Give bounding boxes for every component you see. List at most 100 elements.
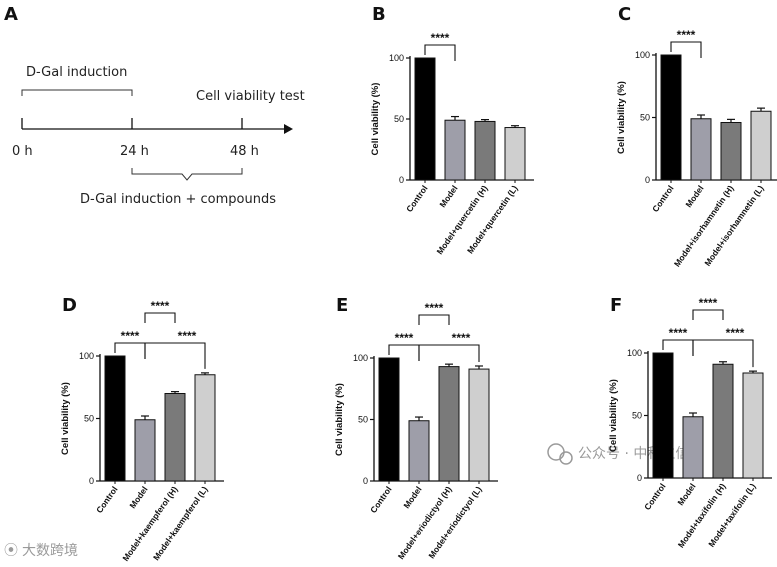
- y-tick-label-c: 100: [635, 50, 650, 60]
- bar-c-3: [750, 110, 772, 181]
- bar-b-1: [444, 119, 466, 181]
- category-label-d-3: Model+kaempferol (L): [151, 484, 210, 562]
- category-label-d-0: Control: [94, 484, 120, 514]
- category-label-d-1: Model: [127, 484, 149, 510]
- category-label-f-1: Model: [675, 481, 697, 507]
- category-label-c-3: Model+isorhamnetin (L): [702, 183, 765, 268]
- panel-label-a: A: [4, 4, 18, 25]
- panel-label-c: C: [618, 4, 631, 25]
- significance-bracket-f-1: [692, 339, 754, 368]
- category-label-d-2: Model+kaempferol (H): [120, 484, 179, 563]
- category-label-b-0: Control: [404, 183, 430, 213]
- bar-b-2: [474, 120, 496, 181]
- bar-d-0: [104, 355, 126, 482]
- bar-d-3: [194, 374, 216, 482]
- significance-bracket-b-0: [424, 44, 456, 61]
- y-tick-label-e: 50: [358, 415, 368, 425]
- wechat-icon-small: [559, 451, 573, 465]
- significance-label-d-1: ****: [178, 329, 197, 343]
- chart-panel-d: D Cell viability (%) 0 50 100 Control ModelMod…: [60, 295, 224, 563]
- y-tick-label-c: 0: [645, 175, 650, 185]
- significance-label-d-0: ****: [121, 329, 140, 343]
- bar-d-1: [134, 419, 156, 482]
- bar-b-3: [504, 127, 526, 181]
- bar-f-0: [652, 352, 674, 479]
- panel-label-d: D: [62, 295, 77, 316]
- category-label-e-3: Model+eriodictyol (L): [426, 484, 483, 560]
- combo-bracket: [131, 168, 243, 181]
- y-tick-label-b: 0: [399, 175, 404, 185]
- wechat-icon: [547, 443, 565, 461]
- significance-label-b-0: ****: [431, 31, 450, 45]
- panel-label-b: B: [372, 4, 386, 25]
- category-label-c-0: Control: [650, 183, 676, 213]
- significance-label-f-0: ****: [669, 326, 688, 340]
- y-axis-label-d: Cell viability (%): [60, 382, 71, 455]
- significance-label-d-2: ****: [151, 299, 170, 313]
- significance-bracket-e-2: [418, 314, 450, 325]
- time-24h: 24 h: [120, 144, 149, 159]
- bar-e-1: [408, 420, 430, 482]
- y-tick-label-d: 50: [84, 414, 94, 424]
- timeline-panel: A D-Gal induction Cell viability test 0 …: [4, 4, 305, 207]
- watermark-left-logo: ⦿: [4, 543, 18, 559]
- induction-bracket: [21, 89, 133, 96]
- y-tick-label-f: 50: [632, 411, 642, 421]
- y-tick-label-f: 100: [627, 348, 642, 358]
- significance-bracket-d-1: [144, 342, 206, 369]
- combo-label: D-Gal induction + compounds: [80, 192, 276, 207]
- y-tick-label-d: 0: [89, 476, 94, 486]
- significance-label-e-0: ****: [395, 331, 414, 345]
- significance-label-f-1: ****: [726, 326, 745, 340]
- significance-bracket-f-2: [692, 309, 724, 320]
- y-tick-label-b: 50: [394, 114, 404, 124]
- significance-label-c-0: ****: [677, 28, 696, 42]
- panel-label-f: F: [610, 295, 622, 316]
- test-label: Cell viability test: [196, 89, 305, 104]
- chart-panel-e: E Cell viability (%) 0 50 100 Control ModelMod…: [334, 295, 498, 561]
- watermark-left-text: 大数跨境: [22, 543, 78, 559]
- bar-f-1: [682, 416, 704, 479]
- y-tick-label-e: 0: [363, 476, 368, 486]
- bar-f-3: [742, 372, 764, 479]
- significance-label-e-2: ****: [425, 301, 444, 315]
- category-label-b-1: Model: [437, 183, 459, 209]
- category-label-c-1: Model: [683, 183, 705, 209]
- y-tick-label-d: 100: [79, 351, 94, 361]
- significance-label-f-2: ****: [699, 296, 718, 310]
- bar-e-3: [468, 368, 490, 482]
- y-tick-label-f: 0: [637, 473, 642, 483]
- significance-bracket-d-2: [144, 312, 176, 323]
- y-tick-label-c: 50: [640, 113, 650, 123]
- bar-c-1: [690, 118, 712, 181]
- y-axis-label-c: Cell viability (%): [616, 81, 627, 154]
- y-axis-label-b: Cell viability (%): [370, 83, 381, 156]
- bar-f-2: [712, 363, 734, 479]
- bar-e-0: [378, 357, 400, 482]
- category-label-f-0: Control: [642, 481, 668, 511]
- bar-c-0: [660, 54, 682, 181]
- category-label-e-0: Control: [368, 484, 394, 514]
- timeline-arrowhead: [284, 124, 293, 134]
- bar-d-2: [164, 393, 186, 482]
- bar-c-2: [720, 122, 742, 181]
- y-axis-label-f: Cell viability (%): [608, 379, 619, 452]
- category-label-c-2: Model+isorhamnetin (H): [672, 183, 736, 268]
- category-label-e-2: Model+eriodictyol (H): [396, 484, 454, 561]
- y-axis-label-e: Cell viability (%): [334, 383, 345, 456]
- bar-e-2: [438, 366, 460, 482]
- time-48h: 48 h: [230, 144, 259, 159]
- watermark-left: ⦿ 大数跨境: [4, 543, 78, 559]
- panel-label-e: E: [336, 295, 348, 316]
- category-label-e-1: Model: [401, 484, 423, 510]
- significance-bracket-c-0: [670, 41, 702, 58]
- y-tick-label-b: 100: [389, 53, 404, 63]
- bar-b-0: [414, 57, 436, 181]
- y-tick-label-e: 100: [353, 353, 368, 363]
- chart-panel-c: C Cell viability (%) 0 50 100 Control ModelMod…: [616, 4, 777, 269]
- time-0h: 0 h: [12, 144, 33, 159]
- significance-label-e-1: ****: [452, 331, 471, 345]
